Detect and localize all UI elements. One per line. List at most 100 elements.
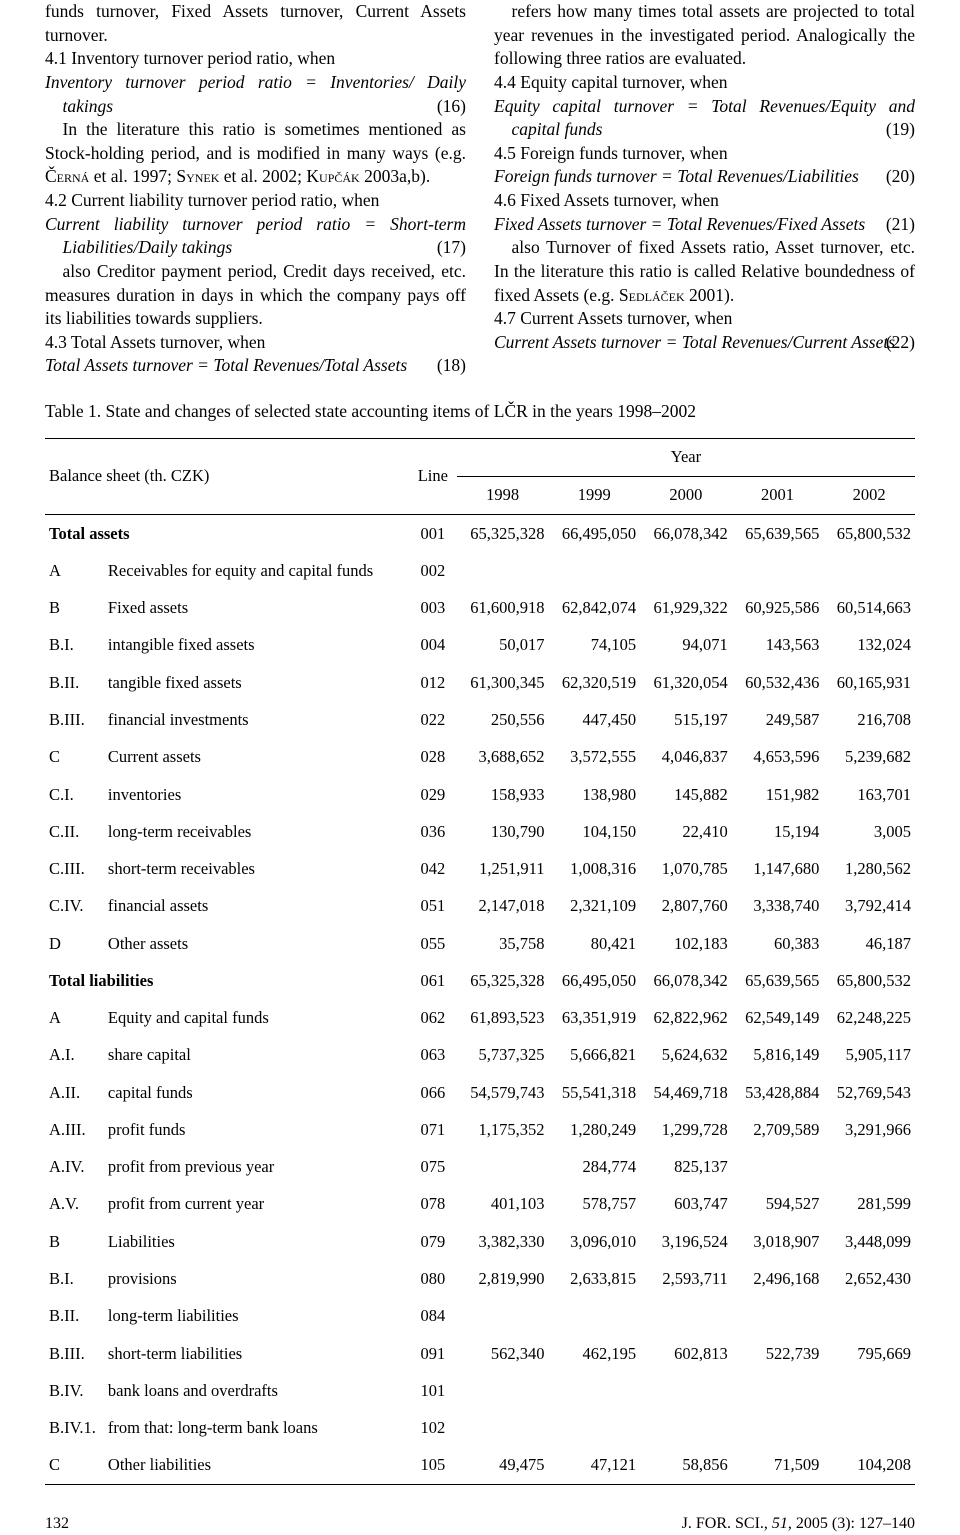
eq-text: Fixed Assets turnover = Total Revenues/F… — [494, 214, 865, 234]
row-line: 062 — [409, 1000, 457, 1037]
row-code: C.III. — [45, 851, 100, 888]
eq-number: (21) — [903, 213, 915, 237]
row-line: 102 — [409, 1410, 457, 1447]
cell-value: 61,893,523 — [457, 1000, 549, 1037]
cell-value: 151,982 — [732, 776, 824, 813]
text: et al. 2002; — [219, 166, 306, 186]
cell-value: 2,321,109 — [548, 888, 640, 925]
row-label: short-term receivables — [100, 851, 409, 888]
cell-value — [823, 1372, 915, 1409]
table-row: AReceivables for equity and capital fund… — [45, 552, 915, 589]
cell-value: 2,652,430 — [823, 1260, 915, 1297]
row-label: Total liabilities — [45, 962, 409, 999]
table-body: Total assets00165,325,32866,495,05066,07… — [45, 515, 915, 1485]
year-header: 1998 — [457, 476, 549, 514]
cell-value: 65,800,532 — [823, 962, 915, 999]
cell-value: 401,103 — [457, 1186, 549, 1223]
cell-value: 138,980 — [548, 776, 640, 813]
cell-value: 130,790 — [457, 813, 549, 850]
cell-value: 795,669 — [823, 1335, 915, 1372]
cell-value — [457, 1372, 549, 1409]
paragraph: In the literature this ratio is sometime… — [45, 118, 466, 189]
row-code: C — [45, 739, 100, 776]
row-line: 101 — [409, 1372, 457, 1409]
cell-value: 80,421 — [548, 925, 640, 962]
row-label: financial investments — [100, 701, 409, 738]
table-row: C.I.inventories029158,933138,980145,8821… — [45, 776, 915, 813]
cell-value: 66,078,342 — [640, 962, 732, 999]
cell-value: 4,653,596 — [732, 739, 824, 776]
equation: Equity capital turnover = Total Revenues… — [494, 95, 915, 142]
author: Černá — [45, 166, 89, 186]
cell-value — [823, 1149, 915, 1186]
cell-value: 2,807,760 — [640, 888, 732, 925]
head-balance: Balance sheet (th. CZK) — [45, 438, 409, 515]
row-line: 029 — [409, 776, 457, 813]
cell-value: 3,792,414 — [823, 888, 915, 925]
cell-value — [823, 1298, 915, 1335]
cell-value: 5,666,821 — [548, 1037, 640, 1074]
row-code: A.IV. — [45, 1149, 100, 1186]
row-code: B.IV.1. — [45, 1410, 100, 1447]
cell-value: 5,816,149 — [732, 1037, 824, 1074]
cell-value: 66,495,050 — [548, 962, 640, 999]
cell-value: 65,800,532 — [823, 515, 915, 553]
cell-value: 55,541,318 — [548, 1074, 640, 1111]
year-header: 2001 — [732, 476, 824, 514]
head-line: Line — [409, 438, 457, 515]
table-row: B.III.short-term liabilities091562,34046… — [45, 1335, 915, 1372]
row-label: profit funds — [100, 1111, 409, 1148]
row-line: 003 — [409, 590, 457, 627]
row-code: B.II. — [45, 664, 100, 701]
cell-value: 62,822,962 — [640, 1000, 732, 1037]
row-label: long-term receivables — [100, 813, 409, 850]
cell-value: 65,639,565 — [732, 962, 824, 999]
cell-value — [640, 1372, 732, 1409]
row-code: B — [45, 590, 100, 627]
cell-value: 74,105 — [548, 627, 640, 664]
text: 2001). — [685, 285, 735, 305]
cell-value: 216,708 — [823, 701, 915, 738]
cell-value: 62,549,149 — [732, 1000, 824, 1037]
cell-value: 102,183 — [640, 925, 732, 962]
row-code: A.III. — [45, 1111, 100, 1148]
table-row: A.IV.profit from previous year075284,774… — [45, 1149, 915, 1186]
table-row: B.I.provisions0802,819,9902,633,8152,593… — [45, 1260, 915, 1297]
head-year: Year — [457, 438, 915, 476]
equation: Total Assets turnover = Total Revenues/T… — [45, 354, 466, 378]
row-line: 080 — [409, 1260, 457, 1297]
cell-value: 15,194 — [732, 813, 824, 850]
row-line: 051 — [409, 888, 457, 925]
cell-value — [640, 1410, 732, 1447]
cell-value: 2,709,589 — [732, 1111, 824, 1148]
row-label: Total assets — [45, 515, 409, 553]
cell-value: 250,556 — [457, 701, 549, 738]
row-code: B.II. — [45, 1298, 100, 1335]
paragraph: also Turnover of fixed Assets ratio, Ass… — [494, 236, 915, 307]
text-columns: funds turnover, Fixed Assets turnover, C… — [45, 0, 915, 378]
row-code: A.I. — [45, 1037, 100, 1074]
cell-value: 53,428,884 — [732, 1074, 824, 1111]
row-label: Fixed assets — [100, 590, 409, 627]
cell-value: 4,046,837 — [640, 739, 732, 776]
cell-value: 61,300,345 — [457, 664, 549, 701]
cell-value: 3,572,555 — [548, 739, 640, 776]
cell-value — [457, 1410, 549, 1447]
cell-value: 60,514,663 — [823, 590, 915, 627]
cell-value: 1,280,562 — [823, 851, 915, 888]
cell-value: 35,758 — [457, 925, 549, 962]
cell-value: 60,925,586 — [732, 590, 824, 627]
eq-number: (18) — [454, 354, 466, 378]
cell-value: 22,410 — [640, 813, 732, 850]
row-code: D — [45, 925, 100, 962]
cell-value: 61,600,918 — [457, 590, 549, 627]
row-line: 061 — [409, 962, 457, 999]
row-code: B.I. — [45, 1260, 100, 1297]
row-label: Other assets — [100, 925, 409, 962]
row-label: Receivables for equity and capital funds — [100, 552, 409, 589]
table-row: Total liabilities06165,325,32866,495,050… — [45, 962, 915, 999]
eq-number: (22) — [903, 331, 915, 355]
cell-value: 3,338,740 — [732, 888, 824, 925]
cell-value: 281,599 — [823, 1186, 915, 1223]
cell-value: 65,325,328 — [457, 962, 549, 999]
